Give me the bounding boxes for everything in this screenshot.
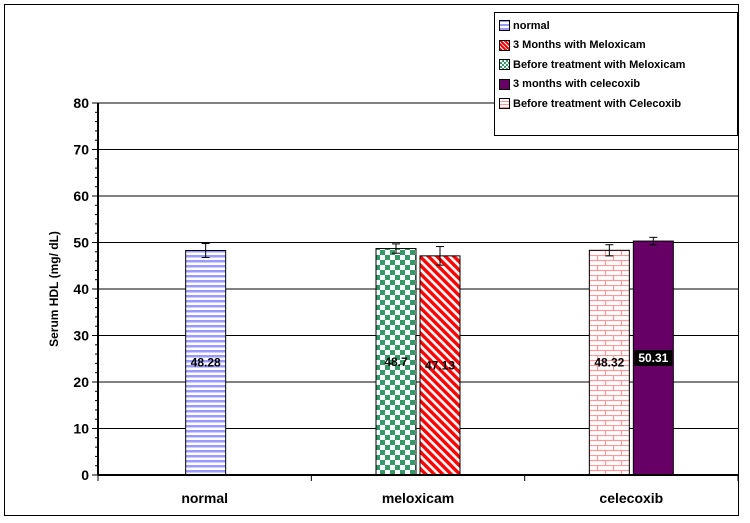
bar xyxy=(588,249,630,476)
legend-label: normal xyxy=(513,19,550,32)
legend-item: Before treatment with Celecoxib xyxy=(499,94,733,114)
bar xyxy=(419,255,461,476)
legend-item: 3 Months with Meloxicam xyxy=(499,36,733,56)
data-label: 48.28 xyxy=(191,356,221,370)
data-label: 47.13 xyxy=(425,358,455,372)
y-tick-label: 10 xyxy=(73,421,89,437)
legend-label: Before treatment with Celecoxib xyxy=(513,97,682,110)
legend-label: Before treatment with Meloxicam xyxy=(513,58,686,71)
y-tick-label: 20 xyxy=(73,374,89,390)
legend-swatch xyxy=(499,39,510,51)
bars xyxy=(185,240,674,476)
legend-swatch xyxy=(499,20,510,32)
legend-label: 3 Months with Meloxicam xyxy=(513,39,646,52)
y-tick-label: 70 xyxy=(73,142,89,158)
y-tick-label: 30 xyxy=(73,328,89,344)
x-category-label: meloxicam xyxy=(382,490,454,506)
bar-chart: 0 10 20 30 40 50 60 70 80 normal meloxicam celecoxi… xyxy=(47,95,739,506)
data-label-bg xyxy=(634,350,673,367)
legend-item: Before treatment with Meloxicam xyxy=(499,55,733,75)
data-label: 50.31 xyxy=(638,351,668,365)
y-tick-label: 50 xyxy=(73,235,89,251)
data-label: 48.7 xyxy=(384,355,408,369)
legend-swatch xyxy=(499,78,510,90)
legend-item: normal xyxy=(499,16,733,36)
legend-swatch xyxy=(499,59,510,71)
x-category-label: celecoxib xyxy=(599,490,663,506)
y-tick-label: 80 xyxy=(73,95,89,111)
legend-swatch xyxy=(499,98,510,110)
y-tick-label: 0 xyxy=(81,467,89,483)
chart-legend: normal 3 Months with Meloxicam Before trea… xyxy=(494,12,738,136)
y-axis-title: Serum HDL (mg/ dL) xyxy=(47,231,61,347)
x-category-label: normal xyxy=(181,490,228,506)
bar xyxy=(185,249,227,476)
bar xyxy=(375,248,417,476)
labels: 48.28 48.7 47.13 48.32 50.31 xyxy=(191,236,673,372)
legend-item: 3 months with celecoxib xyxy=(499,75,733,95)
axes: 0 10 20 30 40 50 60 70 80 normal meloxicam celecoxi… xyxy=(47,95,739,506)
data-label: 48.32 xyxy=(594,356,624,370)
y-tick-label: 60 xyxy=(73,188,89,204)
chart-frame: 0 10 20 30 40 50 60 70 80 normal meloxicam celecoxi… xyxy=(4,4,739,516)
y-tick-label: 40 xyxy=(73,281,89,297)
legend-label: 3 months with celecoxib xyxy=(513,78,641,91)
